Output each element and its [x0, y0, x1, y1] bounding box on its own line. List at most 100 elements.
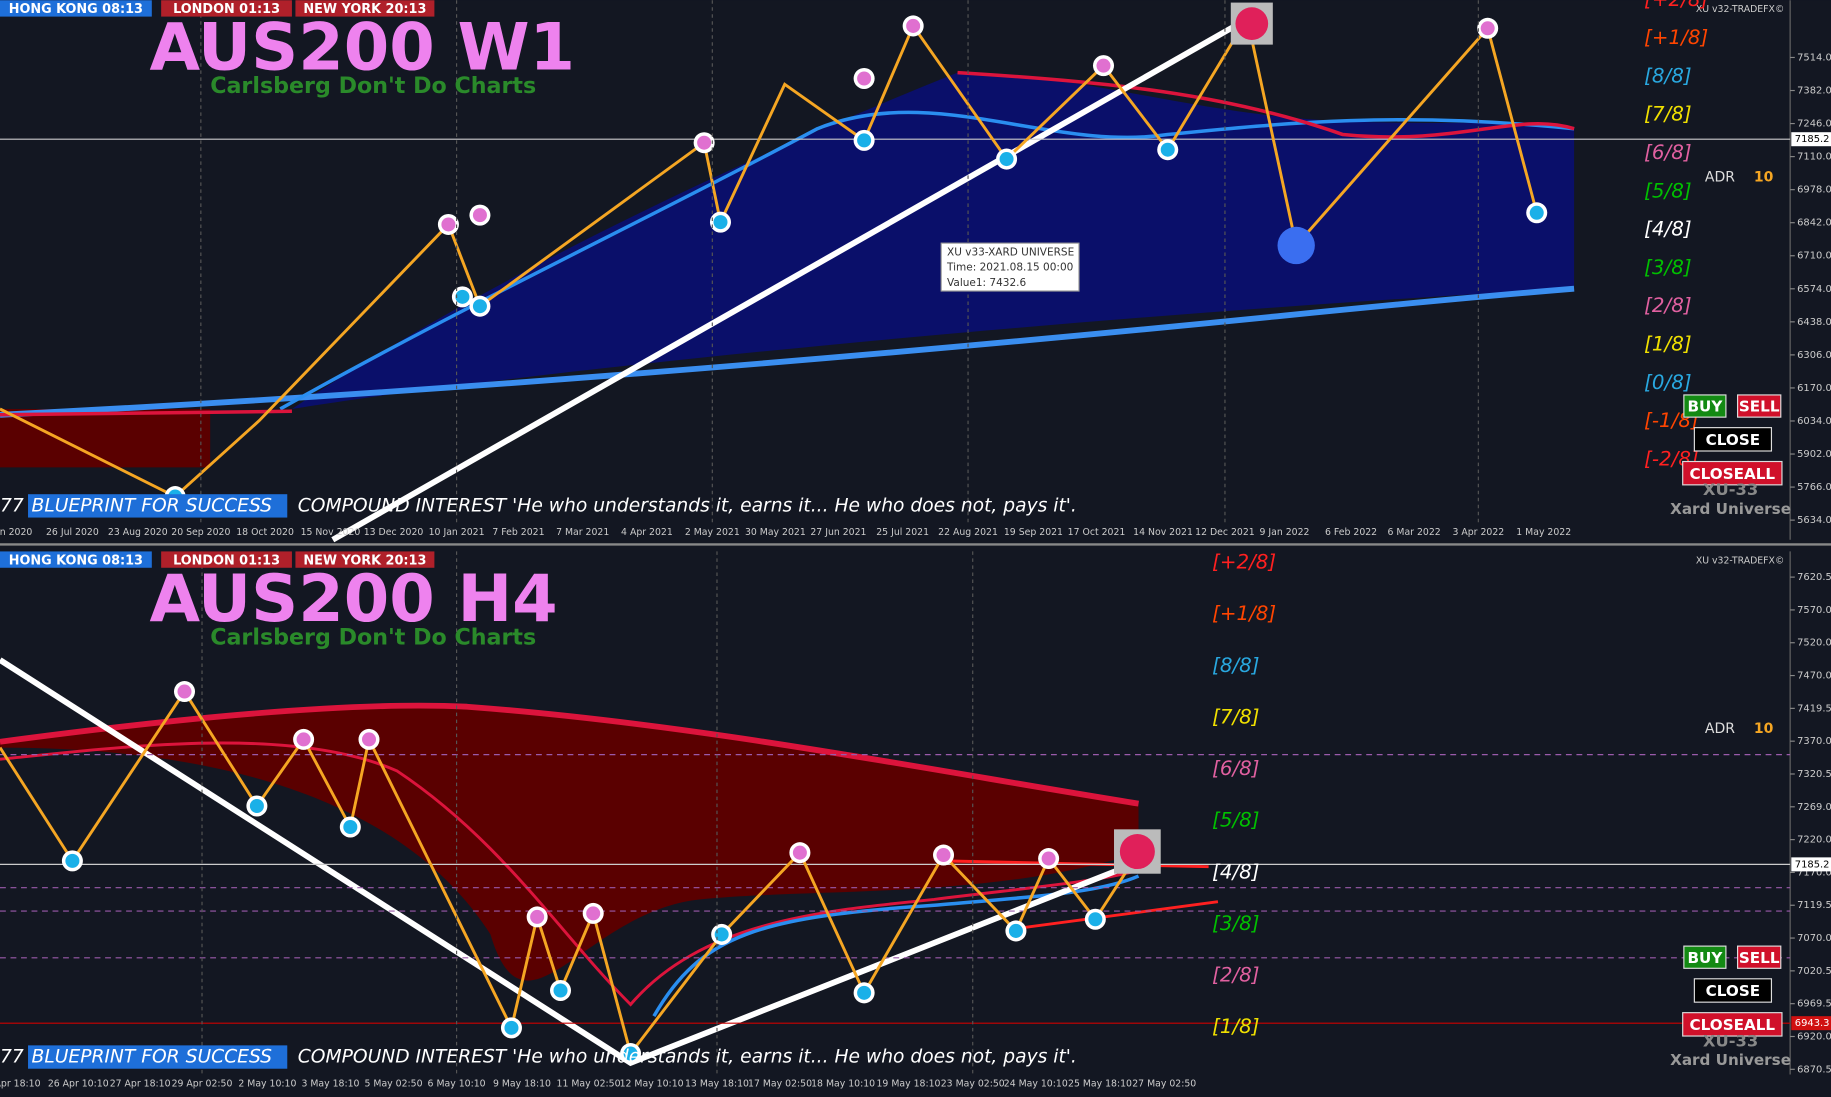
swing-dot	[441, 217, 456, 232]
session-box	[0, 551, 152, 568]
murrey-level: [6/8]	[1644, 141, 1691, 164]
date-label: 3 Apr 2022	[1452, 527, 1504, 538]
tooltip-line: Value1: 7432.6	[947, 277, 1026, 289]
date-label: 17 Oct 2021	[1068, 527, 1126, 538]
date-label: 26 Jul 2020	[46, 527, 99, 538]
button-label[interactable]: BUY	[1687, 949, 1723, 967]
murrey-level: [3/8]	[1212, 912, 1259, 935]
swing-dot	[472, 299, 487, 314]
button-label[interactable]: CLOSEALL	[1690, 1016, 1776, 1034]
swing-dot	[249, 798, 264, 813]
button-label[interactable]: CLOSE	[1706, 982, 1760, 1000]
current-price-box	[1791, 132, 1831, 147]
ma-line	[0, 741, 1139, 1007]
price-label: 7119.5	[1797, 900, 1831, 911]
button[interactable]	[1682, 1012, 1783, 1037]
signal-icon	[1277, 226, 1315, 265]
zigzag	[0, 688, 1140, 1057]
button-label[interactable]: SELL	[1739, 949, 1780, 967]
button-label[interactable]: SELL	[1739, 398, 1780, 416]
swing-dot	[1096, 58, 1111, 73]
adr-label: ADR	[1705, 721, 1735, 737]
current-price: 7185.2	[1795, 859, 1830, 870]
price-label: 5766.0	[1797, 482, 1831, 493]
ticker-text: COMPOUND INTEREST 'He who understands it…	[298, 495, 1077, 516]
button[interactable]	[1736, 945, 1782, 969]
button[interactable]	[1682, 460, 1783, 486]
brand: Xard Universe	[1670, 1051, 1791, 1069]
price-label: 7220.0	[1797, 835, 1831, 846]
price-label: 6306.0	[1797, 350, 1831, 361]
date-label: 27 Apr 18:10	[110, 1078, 171, 1089]
date-label: 25 Jul 2021	[876, 527, 929, 538]
adr-value: 10	[1754, 721, 1774, 737]
tooltip-line: XU v33-XARD UNIVERSE	[947, 246, 1074, 258]
cloud-area	[0, 705, 1139, 981]
session-label: LONDON 01:13	[173, 2, 280, 17]
swing-dot	[906, 18, 921, 33]
channel-line	[1015, 900, 1219, 931]
swing-dot	[361, 732, 377, 747]
price-label: 7470.0	[1797, 671, 1831, 682]
swing-dot	[530, 909, 545, 924]
murrey-level: [7/8]	[1644, 103, 1691, 126]
murrey-level: [1/8]	[1212, 1015, 1259, 1038]
date-label: 11 May 02:50	[557, 1078, 621, 1089]
date-label: 9 Jan 2022	[1260, 527, 1310, 538]
tooltip-line: Time: 2021.08.15 00:00	[946, 262, 1073, 274]
date-label: 23 May 02:50	[941, 1078, 1005, 1089]
chart-title: AUS200 W1	[149, 10, 575, 86]
swing-dot	[177, 684, 192, 699]
date-label: 27 Jun 2021	[810, 527, 866, 538]
swing-dot	[936, 848, 951, 863]
murrey-level: [3/8]	[1644, 256, 1691, 279]
button[interactable]	[1683, 394, 1727, 418]
date-label: 18 May 10:10	[811, 1078, 875, 1089]
date-label: 3 May 18:10	[301, 1078, 359, 1089]
murrey-level: [8/8]	[1212, 654, 1259, 677]
adr-value: 10	[1754, 170, 1774, 186]
price-label: 5902.0	[1797, 449, 1831, 460]
date-label: 7 Mar 2021	[556, 527, 609, 538]
date-label: 30 May 2021	[745, 527, 806, 538]
copyright: XU v32-TRADEFX©	[1696, 4, 1784, 15]
signal-icon	[1235, 7, 1269, 40]
cloud-area	[0, 408, 211, 468]
button[interactable]	[1683, 945, 1727, 969]
price-label: 7246.0	[1797, 119, 1831, 130]
date-label: 13 May 18:10	[685, 1078, 749, 1089]
swing-dot	[792, 845, 807, 860]
date-label: 23 Aug 2020	[108, 527, 168, 538]
price-label: 7382.0	[1797, 86, 1831, 97]
copyright: XU v32-TRADEFX©	[1696, 555, 1784, 566]
murrey-level: [+2/8]	[1212, 551, 1276, 574]
murrey-level: [+1/8]	[1644, 26, 1708, 49]
date-label: 4 Apr 2021	[621, 527, 673, 538]
swing-dot	[1041, 851, 1056, 866]
button-label[interactable]: CLOSE	[1706, 431, 1760, 449]
current-price-box	[1791, 857, 1831, 872]
price-label: 7620.5	[1797, 572, 1831, 583]
brand: XU-33	[1703, 480, 1758, 499]
session-box	[0, 0, 152, 17]
button[interactable]	[1736, 394, 1782, 418]
button[interactable]	[1693, 978, 1773, 1003]
swing-dot	[999, 152, 1014, 167]
chart-title: AUS200 H4	[149, 561, 557, 637]
price-label: 7570.0	[1797, 605, 1831, 616]
murrey-level: [7/8]	[1212, 705, 1259, 728]
low-price-box	[1791, 1016, 1831, 1031]
date-label: 1 May 2022	[1516, 527, 1571, 538]
date-label: 5 May 02:50	[365, 1078, 423, 1089]
level-lines	[0, 754, 1791, 959]
button-label[interactable]: CLOSEALL	[1690, 465, 1776, 483]
ticker-badge	[28, 494, 288, 518]
murrey-level: [2/8]	[1644, 294, 1691, 317]
ma-line	[0, 702, 1139, 807]
button-label[interactable]: BUY	[1687, 398, 1723, 416]
date-label: 10 Jan 2021	[429, 527, 485, 538]
date-label: 26 Apr 10:10	[48, 1078, 109, 1089]
date-label: 2 May 10:10	[238, 1078, 296, 1089]
button[interactable]	[1693, 427, 1773, 452]
